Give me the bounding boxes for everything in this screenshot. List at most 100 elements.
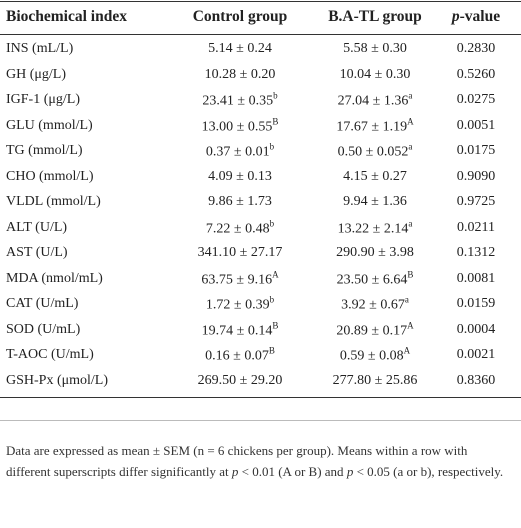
footnote-segment: < 0.01 (A or B) and — [238, 464, 347, 479]
cell: 63.75 ± 9.16A — [201, 269, 278, 288]
cell: 23.50 ± 6.64B — [337, 269, 414, 288]
cell-value: 27.04 ± 1.36 — [337, 93, 409, 109]
cell-value: 23.50 ± 6.64 — [336, 271, 408, 287]
row-label: SOD (U/mL) — [6, 321, 81, 337]
superscript: B — [268, 345, 275, 356]
cell-value: 4.09 ± 0.13 — [208, 168, 272, 184]
cell: 3.92 ± 0.67a — [341, 295, 409, 314]
cell: 290.90 ± 3.98 — [336, 245, 414, 261]
cell: 1.72 ± 0.39b — [206, 295, 274, 314]
row-label: IGF-1 (μg/L) — [6, 92, 80, 107]
cell-value: 9.86 ± 1.73 — [208, 194, 272, 209]
bottom-rule — [0, 397, 521, 398]
text-segment: -value — [459, 8, 501, 25]
cell-value: 20.89 ± 0.17 — [336, 322, 408, 338]
cell: 0.0159 — [456, 296, 496, 311]
cell-value: 19.74 ± 0.14 — [201, 322, 273, 338]
cell-value: 277.80 ± 25.86 — [332, 372, 418, 388]
cell: 277.80 ± 25.86 — [333, 373, 418, 389]
cell: 0.50 ± 0.052a — [338, 142, 413, 161]
text-segment: p — [451, 8, 460, 25]
row-label: GLU (mmol/L) — [6, 117, 93, 133]
cell: 0.0051 — [456, 117, 496, 133]
cell-value: 10.28 ± 0.20 — [204, 66, 276, 82]
cell-value: 7.22 ± 0.48 — [205, 220, 270, 236]
footnote: Data are expressed as mean ± SEM (n = 6 … — [6, 440, 511, 482]
cell-value: 0.16 ± 0.07 — [205, 348, 269, 364]
cell-value: 10.04 ± 0.30 — [339, 66, 411, 82]
cell-value: 1.72 ± 0.39 — [205, 297, 270, 313]
superscript: B — [407, 269, 414, 280]
cell: 0.0275 — [456, 92, 496, 107]
cell-value: 5.58 ± 0.30 — [343, 41, 407, 56]
cell-value: 63.75 ± 9.16 — [201, 271, 273, 287]
cell-value: 269.50 ± 29.20 — [197, 372, 283, 388]
cell: 10.04 ± 0.30 — [340, 67, 411, 83]
cell: 19.74 ± 0.14B — [202, 320, 279, 339]
cell: 0.1312 — [456, 245, 496, 260]
superscript: b — [269, 294, 275, 305]
cell: 7.22 ± 0.48b — [206, 218, 274, 237]
row-label: INS (mL/L) — [6, 41, 74, 56]
cell-value: 3.92 ± 0.67 — [341, 297, 405, 313]
cell-value: 17.67 ± 1.19 — [336, 118, 408, 134]
footnote-segment: < 0.05 (a or b), respectively. — [353, 464, 504, 479]
row-label: CHO (mmol/L) — [6, 168, 94, 184]
cell: 5.58 ± 0.30 — [343, 41, 407, 57]
cell-value: 0.50 ± 0.052 — [337, 144, 409, 160]
superscript: a — [408, 218, 413, 229]
footnote-segment: Data are expressed as mean ± SEM (n = 6 … — [6, 443, 468, 479]
column-header: Control group — [192, 8, 288, 25]
cell: 13.00 ± 0.55B — [202, 116, 279, 135]
cell: 0.16 ± 0.07B — [205, 346, 275, 365]
superscript: A — [403, 345, 411, 356]
superscript: b — [273, 90, 278, 101]
column-header: Biochemical index — [6, 8, 127, 25]
column-header: p-value — [452, 8, 500, 26]
superscript: A — [407, 116, 414, 127]
cell-value: 0.37 ± 0.01 — [205, 144, 270, 160]
column-header: B.A-TL group — [328, 8, 422, 25]
footnote-segment: p — [231, 464, 239, 479]
row-label: T-AOC (U/mL) — [6, 347, 94, 362]
footnote-segment: p — [346, 464, 354, 479]
cell: 0.37 ± 0.01b — [206, 142, 274, 161]
cell-value: 5.14 ± 0.24 — [208, 41, 272, 56]
row-label: GSH-Px (μmol/L) — [6, 372, 109, 388]
cell-value: 23.41 ± 0.35 — [202, 93, 274, 109]
cell: 13.22 ± 2.14a — [338, 218, 413, 237]
cell: 5.14 ± 0.24 — [208, 41, 272, 57]
row-label: MDA (nmol/mL) — [6, 270, 103, 286]
cell: 0.0081 — [456, 270, 496, 286]
row-label: ALT (U/L) — [6, 219, 68, 235]
cell-value: 341.10 ± 27.17 — [197, 245, 283, 260]
superscript: B — [272, 116, 279, 127]
superscript: b — [269, 141, 275, 152]
cell-value: 9.94 ± 1.36 — [343, 194, 407, 209]
cell: 9.86 ± 1.73 — [208, 194, 272, 210]
cell: 0.0004 — [456, 321, 496, 337]
row-label: GH (μg/L) — [6, 66, 66, 82]
header-rule — [0, 34, 521, 35]
cell-value: 290.90 ± 3.98 — [336, 245, 414, 260]
cell-value: 13.22 ± 2.14 — [337, 220, 409, 236]
footnote-rule — [0, 420, 521, 421]
superscript: B — [272, 320, 279, 331]
cell: 23.41 ± 0.35b — [202, 91, 277, 110]
cell: 0.5260 — [456, 66, 496, 82]
cell: 269.50 ± 29.20 — [198, 373, 283, 389]
cell: 0.0021 — [456, 347, 496, 362]
cell: 0.0175 — [456, 143, 496, 158]
row-label: CAT (U/mL) — [6, 296, 79, 311]
cell: 4.09 ± 0.13 — [208, 169, 272, 185]
cell: 0.9725 — [456, 194, 496, 209]
cell: 0.2830 — [456, 41, 496, 56]
row-label: TG (mmol/L) — [6, 143, 83, 158]
cell: 0.9090 — [456, 168, 496, 184]
superscript: a — [408, 141, 413, 152]
cell: 9.94 ± 1.36 — [343, 194, 407, 210]
cell: 0.0211 — [457, 219, 495, 235]
superscript: b — [269, 218, 275, 229]
superscript: a — [404, 294, 409, 305]
